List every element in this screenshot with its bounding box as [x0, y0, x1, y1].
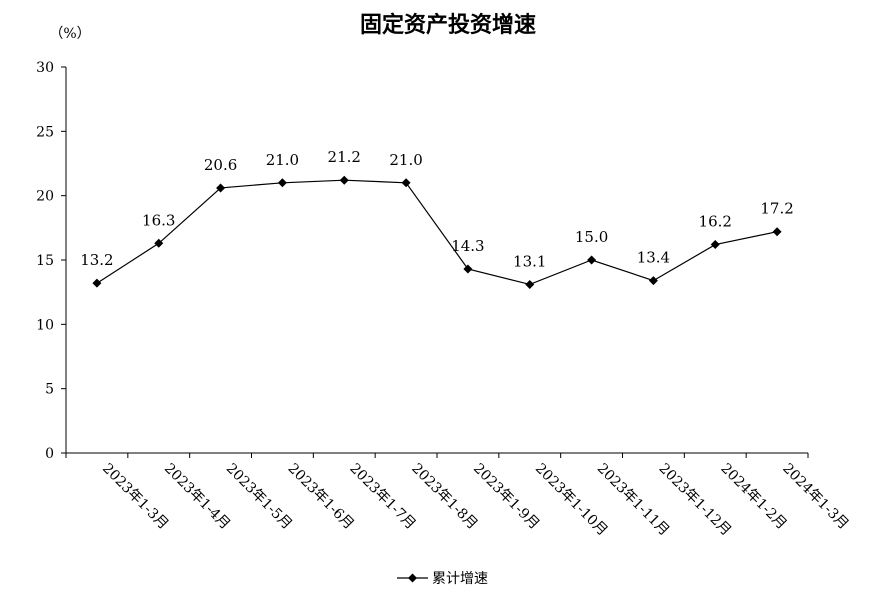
data-point-marker	[216, 183, 226, 193]
chart-title: 固定资产投资增速	[360, 12, 536, 38]
data-point-marker	[648, 276, 658, 286]
data-point-marker	[277, 178, 287, 188]
data-point-label: 13.4	[637, 249, 670, 267]
data-point-label: 16.2	[699, 213, 732, 231]
y-unit-label: （%）	[49, 26, 90, 42]
data-point-marker	[463, 264, 473, 274]
data-point-label: 21.0	[389, 151, 422, 169]
y-tick-label: 10	[36, 317, 54, 333]
data-point-marker	[339, 175, 349, 185]
y-tick-label: 0	[45, 446, 54, 462]
legend-diamond-marker	[408, 573, 417, 583]
series-line	[96, 179, 778, 286]
data-point-label: 14.3	[451, 237, 484, 255]
data-labels: 13.2 16.3 20.6 21.0 21.2 21.0 14.3 13.1 15.0 13.4…	[80, 148, 794, 270]
axes	[65, 67, 808, 454]
legend: 累计增速	[397, 571, 488, 587]
data-point-marker	[525, 279, 535, 289]
data-point-label: 21.2	[328, 148, 361, 166]
data-point-marker	[710, 240, 720, 250]
data-point-marker	[154, 238, 164, 248]
data-point-marker	[401, 178, 411, 188]
y-tick-label: 25	[36, 124, 54, 140]
data-point-marker	[92, 278, 102, 288]
y-tick-label: 5	[45, 382, 54, 398]
x-tick-label: 2024年1-3月	[779, 461, 851, 533]
data-point-label: 17.2	[760, 200, 793, 218]
data-point-marker	[587, 255, 597, 265]
series-line-path	[96, 179, 778, 286]
data-point-label: 16.3	[142, 211, 175, 229]
y-ticks: 0 5 10 15 20 25 30	[36, 60, 66, 462]
data-point-marker	[772, 227, 782, 237]
x-ticks: 2023年1-3月2023年1-4月2023年1-5月2023年1-6月2023…	[65, 453, 852, 539]
y-tick-label: 30	[36, 60, 54, 76]
data-point-label: 20.6	[204, 156, 237, 174]
y-tick-label: 15	[36, 253, 54, 269]
y-tick-label: 20	[36, 189, 54, 205]
data-point-label: 13.1	[513, 252, 546, 270]
series-markers	[92, 175, 782, 289]
data-point-label: 15.0	[575, 228, 608, 246]
data-point-label: 21.0	[266, 151, 299, 169]
data-point-label: 13.2	[80, 251, 113, 269]
legend-series-name: 累计增速	[432, 571, 488, 587]
